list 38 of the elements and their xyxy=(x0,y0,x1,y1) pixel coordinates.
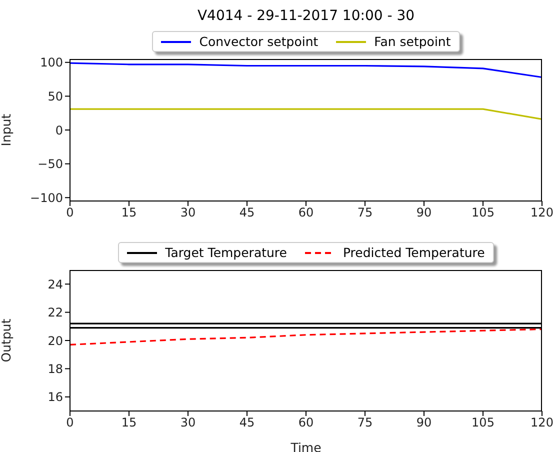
y-tick-label: 22 xyxy=(48,306,63,320)
x-tick-label: 105 xyxy=(472,416,494,430)
y-tick-label: 100 xyxy=(40,56,63,70)
x-axis-title: Time xyxy=(290,440,322,452)
x-tick-label: 45 xyxy=(239,206,255,220)
legend-label: Convector setpoint xyxy=(199,34,318,49)
x-tick-label: 90 xyxy=(416,206,432,220)
line-series xyxy=(70,328,542,346)
y-tick-label: 18 xyxy=(48,362,63,376)
x-tick-label: 0 xyxy=(66,206,74,220)
legend-label: Predicted Temperature xyxy=(342,245,485,260)
legend-label: Fan setpoint xyxy=(374,34,451,49)
y-tick-label: 50 xyxy=(48,89,63,104)
y-axis-title: Output xyxy=(0,318,14,362)
x-tick-label: 105 xyxy=(472,206,494,220)
chart-title: V4014 - 29-11-2017 10:00 - 30 xyxy=(196,8,416,24)
x-tick-label: 60 xyxy=(298,416,314,430)
x-tick-label: 15 xyxy=(121,206,137,220)
x-tick-label: 0 xyxy=(66,416,74,430)
y-tick-label: 20 xyxy=(48,334,63,348)
legend-label: Target Temperature xyxy=(165,245,287,260)
x-tick-label: 90 xyxy=(416,416,432,430)
x-tick-label: 120 xyxy=(530,416,554,430)
x-tick-label: 30 xyxy=(180,206,196,220)
x-tick-label: 15 xyxy=(121,416,137,430)
x-tick-label: 60 xyxy=(298,206,314,220)
x-tick-label: 30 xyxy=(180,416,196,430)
x-tick-label: 45 xyxy=(239,416,255,430)
x-tick-label: 75 xyxy=(357,416,373,430)
y-tick-label: 24 xyxy=(48,277,63,292)
x-tick-label: 120 xyxy=(530,206,554,220)
line-series xyxy=(70,62,542,78)
y-tick-label: 16 xyxy=(48,390,63,404)
y-tick-label: −50 xyxy=(38,157,63,172)
y-tick-label: −100 xyxy=(30,190,63,205)
y-tick-label: 0 xyxy=(55,123,63,138)
y-axis-title: Input xyxy=(0,114,14,146)
x-tick-label: 75 xyxy=(357,206,373,220)
